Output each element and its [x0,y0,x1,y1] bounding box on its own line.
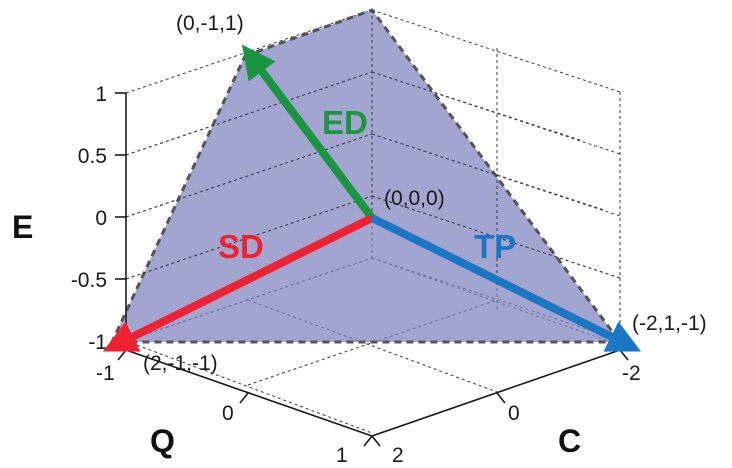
q-axis-title: Q [150,423,175,459]
sd-tip-label: (2,-1,-1) [143,352,218,375]
tetrahedral-plane [109,8,623,344]
q-axis: -1 0 1 Q [96,349,373,467]
tp-vector [370,214,642,352]
origin-label: (0,0,0) [384,187,445,210]
ed-tip-label: (0,-1,1) [176,12,244,35]
e-tick-neg-0-5: -0.5 [71,269,107,292]
e-tick-0: 0 [95,207,107,230]
c-tick-0: 0 [508,402,520,425]
c-tick-neg-2: -2 [622,362,641,385]
e-tick-0-5: 0.5 [78,145,107,168]
e-axis: 1 0.5 0 -0.5 -1 E [12,83,127,354]
e-axis-title: E [12,209,33,245]
sd-label: SD [218,228,264,265]
tp-label: TP [474,228,516,265]
q-tick-neg-1: -1 [96,362,115,385]
c-tick-2: 2 [392,444,404,467]
q-tick-0: 0 [222,402,234,425]
ed-vector [241,44,376,221]
e-tick-neg-1: -1 [88,331,107,354]
vectors [102,44,642,352]
c-axis: 2 0 -2 C [371,349,641,467]
c-axis-title: C [558,423,581,459]
ed-label: ED [322,104,368,141]
tp-tip-label: (-2,1,-1) [632,312,707,335]
q-tick-1: 1 [336,444,348,467]
e-tick-1: 1 [95,83,107,106]
sd-vector [102,214,374,352]
front-grid [125,10,621,285]
